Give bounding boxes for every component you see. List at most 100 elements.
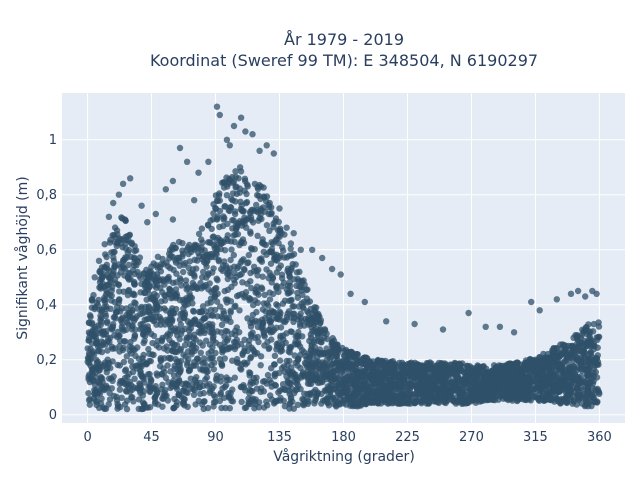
data-point <box>126 378 133 386</box>
data-point <box>148 315 155 323</box>
data-point <box>358 356 366 363</box>
data-point <box>336 401 343 408</box>
data-point <box>98 264 106 271</box>
data-point <box>508 385 515 392</box>
data-point <box>229 386 236 393</box>
data-point <box>160 392 167 399</box>
data-point <box>337 271 344 278</box>
data-point <box>246 337 253 344</box>
data-point <box>432 393 440 400</box>
data-point <box>180 268 187 276</box>
data-point <box>106 267 113 274</box>
data-point <box>145 371 152 378</box>
data-point <box>345 386 352 393</box>
data-point <box>266 289 273 296</box>
data-point <box>208 253 215 261</box>
data-point <box>214 197 221 205</box>
data-point <box>211 359 218 366</box>
data-point <box>226 405 233 412</box>
data-point <box>254 232 261 239</box>
data-point <box>396 367 403 374</box>
data-point <box>303 355 310 362</box>
data-point <box>472 399 479 406</box>
data-point <box>407 372 414 379</box>
data-point <box>162 186 169 193</box>
data-point <box>288 385 295 392</box>
data-point <box>86 352 93 359</box>
data-point <box>273 301 280 308</box>
data-point <box>264 371 272 379</box>
data-point <box>319 365 326 372</box>
data-point <box>112 308 120 316</box>
data-point <box>378 392 385 399</box>
data-point <box>150 385 157 392</box>
data-point <box>290 230 297 237</box>
data-point <box>206 355 213 362</box>
data-point <box>254 191 261 199</box>
data-point <box>381 359 388 366</box>
data-point <box>184 244 192 251</box>
data-point <box>261 291 268 299</box>
data-point <box>259 273 266 280</box>
data-point <box>144 219 151 226</box>
data-point <box>309 365 316 372</box>
data-point <box>595 319 602 326</box>
data-point <box>247 208 254 215</box>
data-point <box>595 333 603 340</box>
data-point <box>590 369 597 377</box>
data-point <box>163 333 170 340</box>
data-point <box>130 280 138 287</box>
data-point <box>287 240 295 247</box>
data-point <box>121 216 128 223</box>
data-point <box>265 275 272 282</box>
data-point <box>94 378 102 386</box>
data-point <box>96 268 103 276</box>
data-point <box>85 319 93 327</box>
y-tick-label: 1 <box>49 133 57 148</box>
data-point <box>486 396 493 403</box>
data-point <box>153 342 160 349</box>
data-point <box>144 323 151 330</box>
data-point <box>151 400 159 407</box>
data-point <box>295 356 302 363</box>
data-point <box>176 144 184 152</box>
data-point <box>309 370 317 377</box>
data-point <box>221 287 228 295</box>
data-point <box>482 323 489 330</box>
data-point <box>97 316 104 324</box>
data-point <box>574 332 581 339</box>
data-point <box>164 397 172 404</box>
data-point <box>580 350 587 357</box>
data-point <box>218 362 226 369</box>
data-point <box>176 316 184 323</box>
data-point <box>231 210 239 218</box>
data-point <box>254 333 262 341</box>
data-point <box>585 321 592 328</box>
data-point <box>276 387 283 394</box>
data-point <box>266 318 273 325</box>
data-point <box>154 264 161 271</box>
data-point <box>276 308 283 315</box>
data-point <box>253 201 260 209</box>
data-point <box>396 379 404 387</box>
data-point <box>89 366 96 373</box>
data-point <box>550 345 558 352</box>
data-point <box>151 394 159 401</box>
data-point <box>260 193 267 200</box>
data-point <box>475 386 482 393</box>
data-point <box>123 353 130 360</box>
data-point <box>474 380 481 388</box>
data-point <box>189 284 196 292</box>
data-point <box>126 231 133 238</box>
data-point <box>528 362 536 369</box>
data-point <box>266 227 273 234</box>
data-point <box>439 326 447 333</box>
data-point <box>361 376 368 384</box>
data-point <box>584 372 591 380</box>
data-point <box>85 337 93 344</box>
data-point <box>187 375 194 382</box>
data-point <box>250 374 257 382</box>
data-point <box>111 224 119 231</box>
data-point <box>183 380 191 388</box>
data-point <box>195 230 203 238</box>
